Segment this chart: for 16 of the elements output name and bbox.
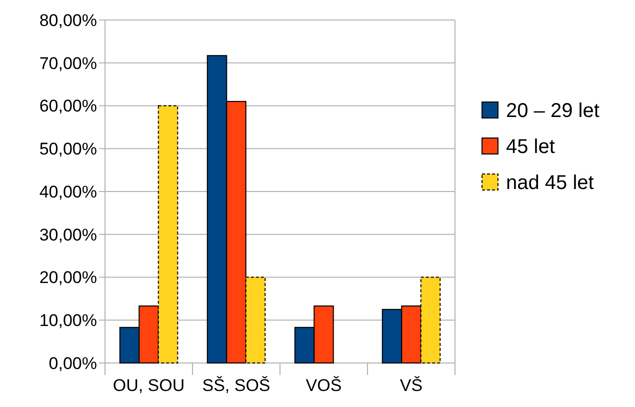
x-tick-label: VŠ: [400, 376, 423, 395]
x-tick-label: VOŠ: [306, 376, 342, 395]
y-tick-label: 30,00%: [39, 225, 97, 244]
y-tick-label: 60,00%: [39, 96, 97, 116]
y-tick-label: 50,00%: [39, 140, 97, 159]
x-tick-label: OU, SOU: [112, 376, 185, 395]
y-tick-label: 10,00%: [39, 311, 97, 330]
legend-label: nad 45 let: [506, 172, 594, 194]
x-tick-label: SŠ, SOŠ: [202, 376, 270, 395]
y-tick-label: 40,00%: [39, 182, 97, 202]
y-tick-label: 80,00%: [39, 10, 97, 30]
y-tick-label: 0,00%: [48, 354, 97, 373]
legend-label: 20 – 29 let: [506, 100, 600, 122]
legend-label: 45 let: [506, 136, 556, 158]
y-tick-label: 70,00%: [39, 54, 97, 73]
y-tick-label: 20,00%: [39, 268, 97, 288]
